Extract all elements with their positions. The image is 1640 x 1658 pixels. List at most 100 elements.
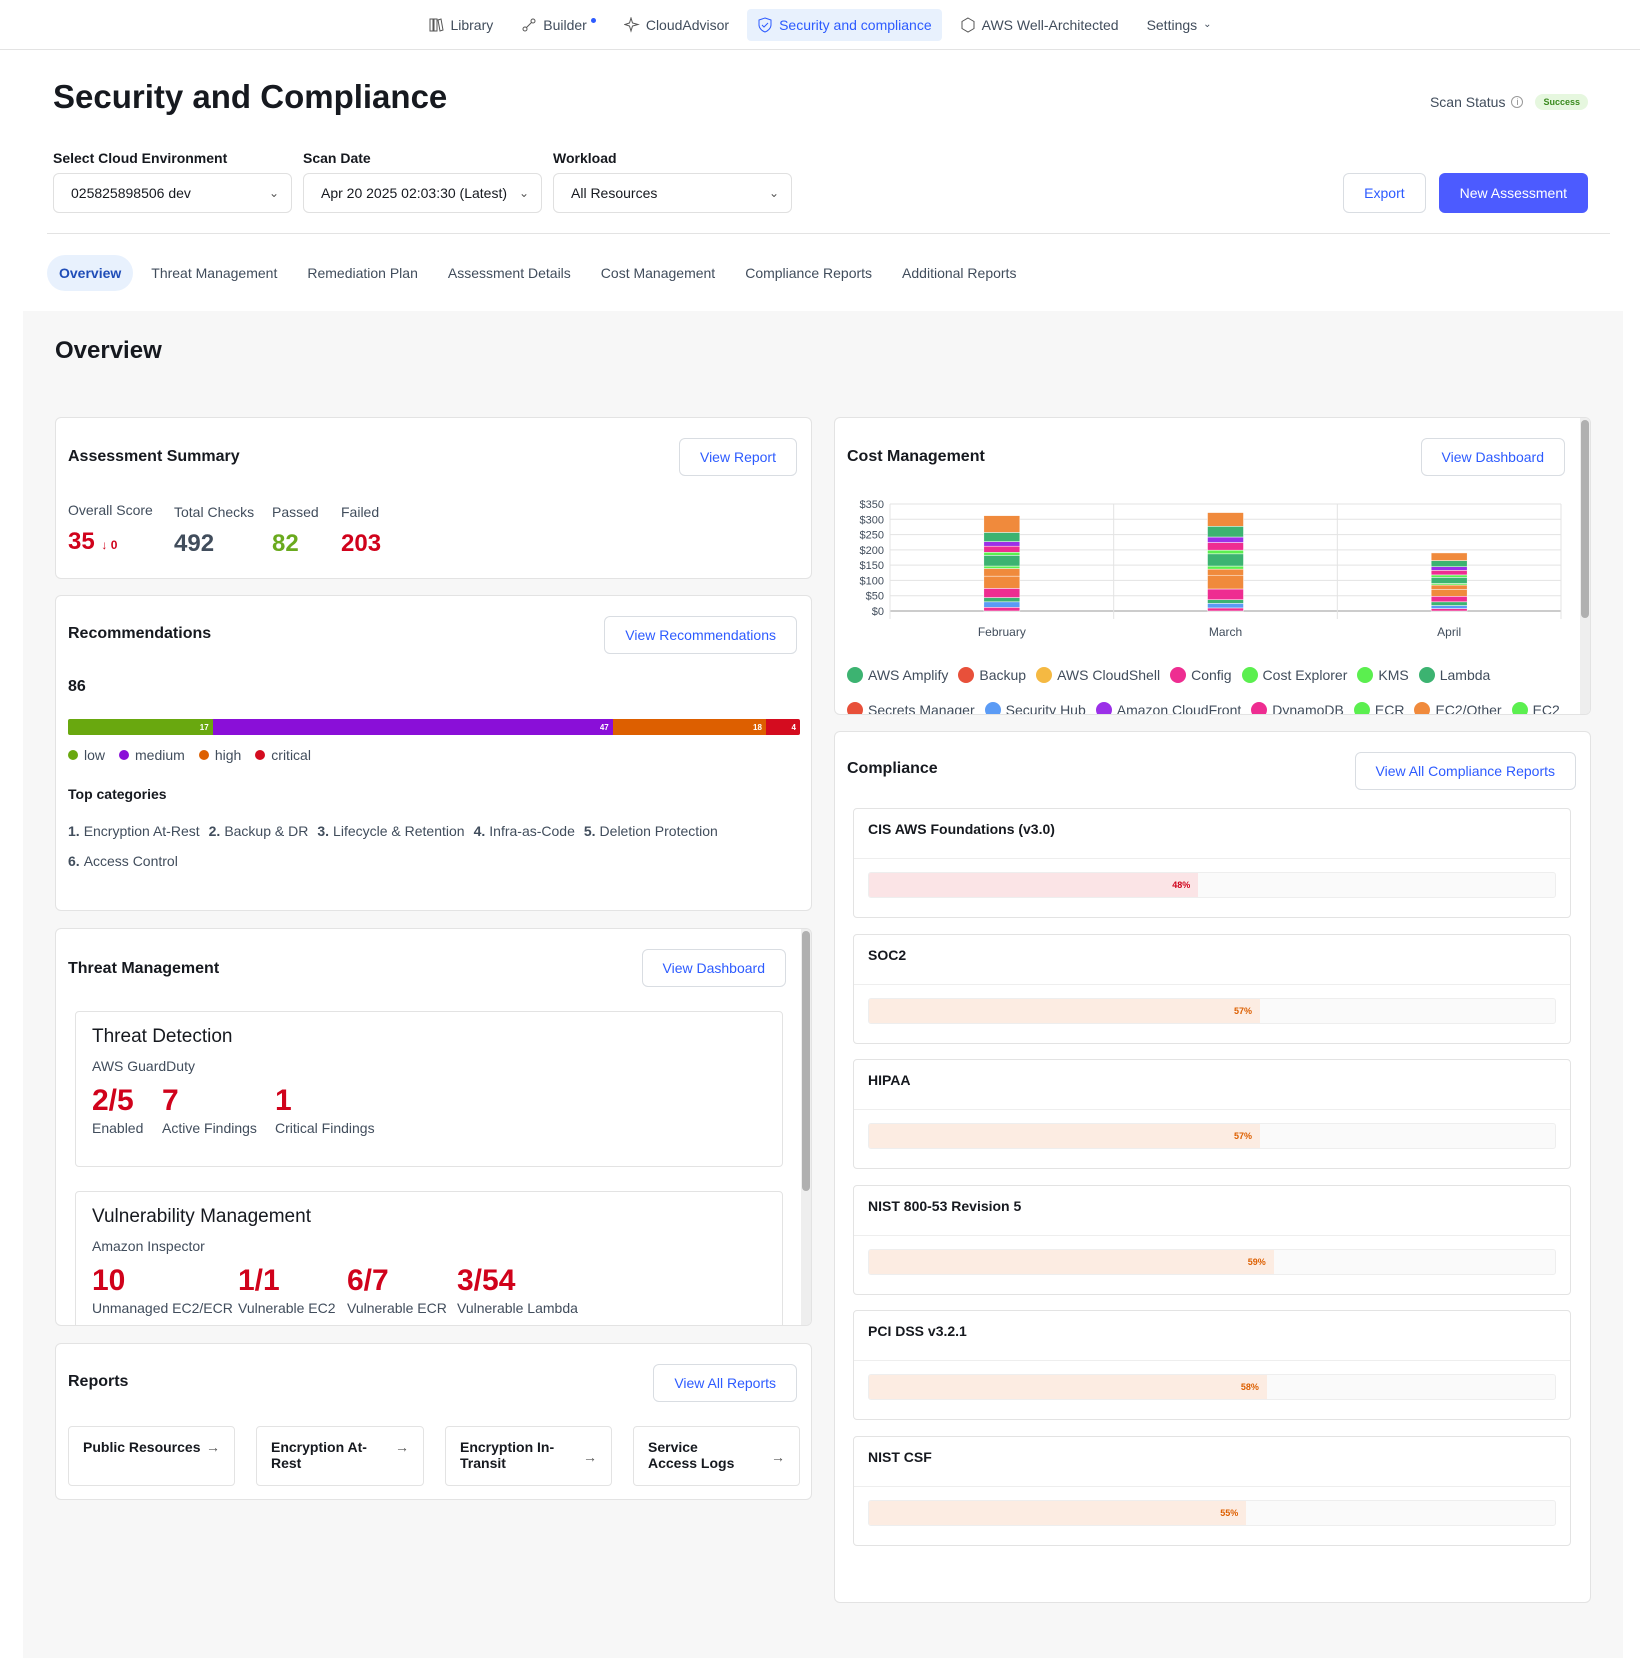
view-recommendations-button[interactable]: View Recommendations bbox=[604, 616, 797, 654]
bar-segment-april[interactable] bbox=[1430, 574, 1468, 578]
bar-segment-february[interactable] bbox=[983, 568, 1021, 577]
bar-segment-april[interactable] bbox=[1430, 577, 1468, 584]
bar-segment-march[interactable] bbox=[1207, 549, 1244, 555]
bar-segment-april[interactable] bbox=[1430, 608, 1468, 612]
date-select[interactable]: Apr 20 2025 02:03:30 (Latest) ⌄ bbox=[303, 173, 542, 213]
tab-compliance-reports[interactable]: Compliance Reports bbox=[745, 265, 873, 281]
scrollbar-thumb[interactable] bbox=[1581, 420, 1589, 618]
compliance-progress-fill: 55% bbox=[869, 1500, 1247, 1525]
bar-segment-march[interactable] bbox=[1207, 536, 1244, 543]
bar-segment-april[interactable] bbox=[1430, 584, 1468, 590]
bar-segment-february[interactable] bbox=[983, 552, 1021, 556]
bar-segment-march[interactable] bbox=[1207, 603, 1244, 609]
bar-segment-february[interactable] bbox=[983, 555, 1021, 567]
nav-library[interactable]: Library bbox=[418, 9, 503, 41]
bar-segment-april[interactable] bbox=[1430, 566, 1468, 571]
bar-segment-february[interactable] bbox=[983, 588, 1021, 598]
bar-segment-march[interactable] bbox=[1207, 599, 1244, 604]
cost-legend-item[interactable]: EC2 bbox=[1511, 702, 1560, 714]
view-report-button[interactable]: View Report bbox=[678, 438, 797, 476]
cost-legend-item[interactable]: Lambda bbox=[1418, 667, 1490, 683]
cost-legend-item[interactable]: ECR bbox=[1353, 702, 1404, 714]
tab-additional-reports[interactable]: Additional Reports bbox=[902, 265, 1017, 281]
tab-threat-management[interactable]: Threat Management bbox=[151, 265, 278, 281]
bar-segment-march[interactable] bbox=[1207, 574, 1244, 590]
category-number: 4. bbox=[473, 823, 486, 839]
bar-segment-april[interactable] bbox=[1430, 560, 1468, 567]
report-public-resources[interactable]: Public Resources → bbox=[68, 1426, 235, 1486]
bar-segment-march[interactable] bbox=[1207, 526, 1244, 538]
info-icon[interactable]: i bbox=[1511, 96, 1524, 108]
category-item: 1. Encryption At-Rest bbox=[68, 823, 200, 839]
cost-legend-item[interactable]: Security Hub bbox=[984, 702, 1086, 714]
nav-settings[interactable]: Settings ⌄ bbox=[1137, 9, 1222, 41]
bar-segment-february[interactable] bbox=[983, 515, 1021, 533]
legend-label: high bbox=[214, 747, 242, 763]
cost-legend-item[interactable]: EC2/Other bbox=[1414, 702, 1502, 714]
cost-legend-item[interactable]: Amazon CloudFront bbox=[1095, 702, 1241, 714]
bar-segment-march[interactable] bbox=[1207, 607, 1244, 612]
bar-segment-march[interactable] bbox=[1207, 542, 1244, 551]
bar-segment-march[interactable] bbox=[1207, 512, 1244, 527]
cost-legend-item[interactable]: Cost Explorer bbox=[1241, 667, 1347, 683]
bar-segment-february[interactable] bbox=[983, 541, 1021, 547]
env-select[interactable]: 025825898506 dev ⌄ bbox=[53, 173, 292, 213]
tab-assessment-details[interactable]: Assessment Details bbox=[447, 265, 571, 281]
nav-cloudadvisor[interactable]: CloudAdvisor bbox=[614, 9, 739, 41]
bar-segment-april[interactable] bbox=[1430, 596, 1468, 603]
legend-dot bbox=[1036, 667, 1053, 683]
cost-legend-item[interactable]: Backup bbox=[958, 667, 1026, 683]
workload-select[interactable]: All Resources ⌄ bbox=[553, 173, 792, 213]
view-cost-dashboard-button[interactable]: View Dashboard bbox=[1420, 438, 1565, 476]
bar-segment-february[interactable] bbox=[983, 601, 1021, 608]
compliance-item[interactable]: CIS AWS Foundations (v3.0) 48% bbox=[853, 808, 1571, 918]
bar-segment-february[interactable] bbox=[983, 545, 1021, 553]
bar-segment-april[interactable] bbox=[1430, 601, 1468, 606]
compliance-item[interactable]: HIPAA 57% bbox=[853, 1059, 1571, 1169]
legend-label: Backup bbox=[979, 667, 1027, 683]
cost-legend-item[interactable]: DynamoDB bbox=[1251, 702, 1344, 714]
nav-security-compliance[interactable]: Security and compliance bbox=[747, 8, 942, 41]
tab-cost-management[interactable]: Cost Management bbox=[600, 265, 716, 281]
compliance-item[interactable]: PCI DSS v3.2.1 58% bbox=[853, 1310, 1571, 1420]
bar-segment-march[interactable] bbox=[1207, 565, 1244, 570]
compliance-item[interactable]: NIST CSF 55% bbox=[853, 1435, 1571, 1546]
compliance-item[interactable]: NIST 800-53 Revision 5 59% bbox=[853, 1184, 1571, 1295]
bar-segment-february[interactable] bbox=[983, 575, 1021, 589]
nav-builder[interactable]: Builder bbox=[511, 9, 606, 41]
export-button[interactable]: Export bbox=[1343, 173, 1426, 213]
compliance-item[interactable]: SOC2 57% bbox=[853, 933, 1571, 1044]
cost-scrollbar[interactable] bbox=[1580, 418, 1590, 714]
view-all-reports-button[interactable]: View All Reports bbox=[653, 1364, 797, 1402]
report-encryption-at-rest[interactable]: Encryption At-Rest → bbox=[256, 1426, 424, 1486]
bar-segment-april[interactable] bbox=[1430, 552, 1468, 561]
bar-segment-april[interactable] bbox=[1430, 589, 1468, 597]
cost-legend-item[interactable]: KMS bbox=[1357, 667, 1409, 683]
threat-scrollbar[interactable] bbox=[801, 929, 811, 1325]
cost-legend-item[interactable]: Config bbox=[1170, 667, 1232, 683]
bar-segment-february[interactable] bbox=[983, 532, 1021, 542]
nav-well-architected[interactable]: AWS Well-Architected bbox=[950, 9, 1129, 41]
cost-legend-row1: AWS Amplify Backup AWS CloudShell Config Cos… bbox=[847, 667, 1490, 683]
bar-segment-april[interactable] bbox=[1430, 605, 1468, 609]
view-threat-dashboard-button[interactable]: View Dashboard bbox=[641, 949, 786, 987]
bar-segment-february[interactable] bbox=[983, 607, 1021, 612]
tab-remediation-plan[interactable]: Remediation Plan bbox=[307, 265, 418, 281]
tab-overview[interactable]: Overview bbox=[47, 255, 134, 291]
new-assessment-button[interactable]: New Assessment bbox=[1438, 173, 1588, 213]
report-label: Service Access Logs bbox=[648, 1439, 735, 1471]
scrollbar-thumb[interactable] bbox=[802, 931, 810, 1191]
bar-segment-february[interactable] bbox=[983, 597, 1021, 603]
bar-segment-february[interactable] bbox=[983, 565, 1021, 569]
cost-legend-item[interactable]: AWS CloudShell bbox=[1036, 667, 1160, 683]
report-encryption-in-transit[interactable]: Encryption In-Transit → bbox=[445, 1426, 612, 1486]
cost-legend-item[interactable]: Secrets Manager bbox=[847, 702, 975, 714]
bar-segment-april[interactable] bbox=[1430, 570, 1468, 576]
report-service-access-logs[interactable]: Service Access Logs → bbox=[633, 1426, 800, 1486]
bar-segment-march[interactable] bbox=[1207, 588, 1244, 600]
bar-segment-march[interactable] bbox=[1207, 553, 1244, 567]
cost-legend-item[interactable]: AWS Amplify bbox=[847, 667, 948, 683]
new-indicator-dot bbox=[590, 18, 596, 23]
view-all-compliance-button[interactable]: View All Compliance Reports bbox=[1354, 752, 1576, 790]
bar-segment-march[interactable] bbox=[1207, 568, 1244, 576]
